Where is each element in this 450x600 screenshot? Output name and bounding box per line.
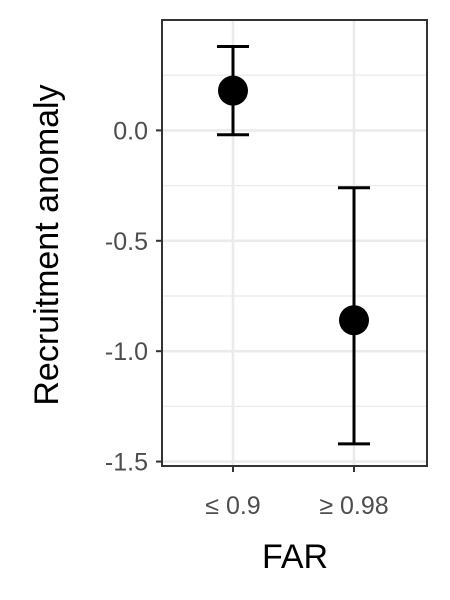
y-axis: 0.0 -0.5 -1.0 -1.5 <box>105 117 162 477</box>
data-marks <box>217 44 370 446</box>
minor-grid <box>162 74 427 408</box>
major-grid <box>162 20 427 466</box>
x-axis-title: FAR <box>262 538 328 576</box>
y-tick-label: -1.0 <box>105 338 148 366</box>
y-tick-label: -0.5 <box>105 228 148 256</box>
x-tick-label: ≤ 0.9 <box>205 492 260 520</box>
y-tick-label: -1.5 <box>105 449 148 477</box>
y-axis-title: Recruitment anomaly <box>28 84 66 405</box>
y-tick-label: 0.0 <box>113 117 148 145</box>
data-point <box>218 75 248 106</box>
x-axis: ≤ 0.9 ≥ 0.98 <box>205 466 389 520</box>
data-point <box>339 305 369 336</box>
x-tick-label: ≥ 0.98 <box>319 492 388 520</box>
panel-border <box>161 19 428 467</box>
